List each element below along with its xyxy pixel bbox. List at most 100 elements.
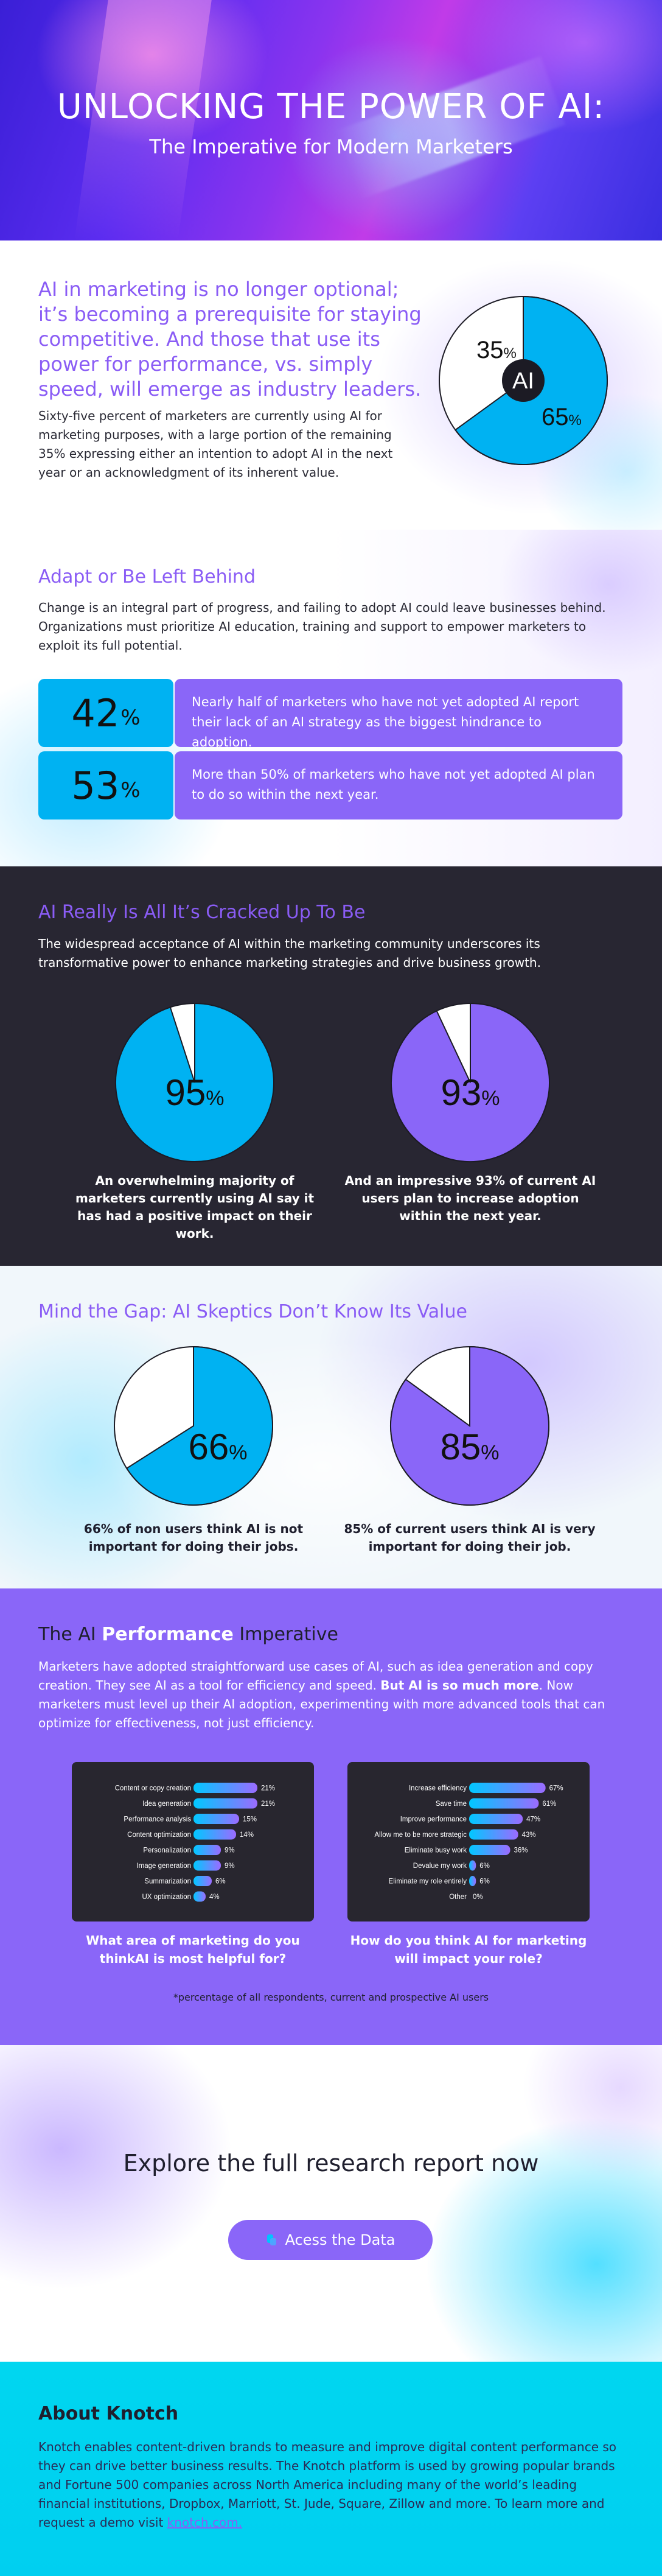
bar bbox=[469, 1783, 546, 1793]
body-part: Marketers have adopted straightforward u… bbox=[38, 1659, 593, 1693]
explore-section: Explore the full research report now Ace… bbox=[0, 2045, 662, 2362]
adapt-body: Change is an integral part of progress, … bbox=[38, 600, 606, 653]
bar-value-label: 61% bbox=[542, 1800, 556, 1808]
pie-value-label: 93% bbox=[441, 1072, 500, 1113]
bar-category-label: Improve performance bbox=[400, 1816, 467, 1823]
bar-value-label: 6% bbox=[479, 1878, 490, 1886]
bar-value-label: 21% bbox=[261, 1785, 275, 1792]
skeptics-heading: Mind the Gap: AI Skeptics Don’t Know Its… bbox=[38, 1301, 467, 1322]
bar bbox=[193, 1845, 221, 1855]
adapt-section: Adapt or Be Left Behind Change is an int… bbox=[0, 530, 662, 866]
bar-chart-svg: Content or copy creation 21% Idea generati… bbox=[115, 1783, 275, 1902]
intro-body: Sixty-five percent of marketers are curr… bbox=[38, 409, 393, 480]
stat-card: 53% More than 50% of marketers who have … bbox=[38, 751, 622, 819]
bar-category-label: Personalization bbox=[143, 1847, 191, 1855]
bar-category-label: Other bbox=[449, 1893, 467, 1901]
bar-category-label: Content or copy creation bbox=[115, 1785, 191, 1792]
pie-caption: An overwhelming majority of marketers cu… bbox=[75, 1173, 315, 1241]
bar bbox=[469, 1798, 539, 1809]
pie-slice-value bbox=[391, 1002, 550, 1162]
bar-category-label: Save time bbox=[436, 1800, 467, 1808]
access-data-button[interactable]: Acess the Data bbox=[228, 2220, 433, 2260]
pie-value-label: 66% bbox=[189, 1427, 248, 1467]
bar-value-label: 14% bbox=[240, 1831, 254, 1839]
bar-category-label: UX optimization bbox=[142, 1893, 191, 1901]
pie-slice-value bbox=[125, 1346, 273, 1506]
pie-slice-label: 35% bbox=[476, 337, 517, 363]
stat-unit: % bbox=[120, 778, 141, 802]
bar-category-label: Image generation bbox=[136, 1862, 191, 1870]
about-body: Knotch enables content-driven brands to … bbox=[38, 2438, 622, 2532]
current-users-pie-chart: 85% bbox=[390, 1346, 549, 1506]
bar-value-label: 4% bbox=[209, 1893, 220, 1901]
hero-glow bbox=[37, 0, 268, 146]
bar-category-label: Allow me to be more strategic bbox=[375, 1831, 467, 1839]
hero-banner: UNLOCKING THE POWER OF AI: The Imperativ… bbox=[0, 0, 662, 240]
bar-value-label: 36% bbox=[514, 1847, 528, 1855]
bar bbox=[469, 1876, 476, 1886]
role-impact-bar-chart: Increase efficiency 67% Save time 61% Improv… bbox=[347, 1762, 590, 1921]
bar-category-label: Performance analysis bbox=[124, 1816, 191, 1823]
bar-chart-svg: Increase efficiency 67% Save time 61% Improv… bbox=[375, 1783, 563, 1901]
stat-value: 53 bbox=[71, 763, 120, 808]
bar-category-label: Content optimization bbox=[127, 1831, 191, 1839]
pie-slice-label: 65% bbox=[542, 404, 582, 430]
bar bbox=[193, 1829, 236, 1840]
background-haze bbox=[523, 2045, 662, 2179]
about-section: About Knotch Knotch enables content-driv… bbox=[0, 2362, 662, 2576]
body-part: . Now marketers must level up their AI a… bbox=[38, 1678, 605, 1730]
heading-highlight: Performance bbox=[102, 1624, 234, 1645]
heading-part: The AI bbox=[38, 1624, 102, 1645]
footnote: *percentage of all respondents, current … bbox=[173, 1992, 489, 2003]
bar-chart-title: What area of marketing do you thinkAI is… bbox=[86, 1933, 300, 1966]
adapt-heading: Adapt or Be Left Behind bbox=[38, 566, 256, 588]
bar bbox=[193, 1814, 239, 1824]
impact-section: AI Really Is All It’s Cracked Up To Be T… bbox=[0, 866, 662, 1266]
bar bbox=[469, 1829, 518, 1840]
bar-value-label: 6% bbox=[215, 1878, 226, 1886]
bar-value-label: 15% bbox=[243, 1816, 257, 1823]
performance-heading: The AI Performance Imperative bbox=[38, 1624, 338, 1645]
background-haze bbox=[499, 530, 662, 676]
bar-value-label: 9% bbox=[225, 1847, 235, 1855]
about-title: About Knotch bbox=[38, 2403, 179, 2424]
bar bbox=[193, 1876, 212, 1886]
bar-value-label: 43% bbox=[522, 1831, 536, 1839]
bar bbox=[193, 1798, 257, 1809]
stat-description: Nearly half of marketers who have not ye… bbox=[175, 679, 622, 749]
bar bbox=[193, 1860, 221, 1871]
pie-center-badge bbox=[502, 359, 545, 402]
bar-category-label: Summarization bbox=[144, 1878, 191, 1886]
hero-subtitle: The Imperative for Modern Marketers bbox=[149, 135, 513, 158]
impact-body: The widespread acceptance of AI within t… bbox=[38, 936, 541, 970]
pie-value-label: 85% bbox=[441, 1427, 500, 1467]
bar bbox=[469, 1814, 523, 1824]
performance-body: Marketers have adopted straightforward u… bbox=[38, 1657, 622, 1733]
performance-section: The AI Performance Imperative Marketers … bbox=[0, 1588, 662, 2045]
bar-category-label: Eliminate busy work bbox=[405, 1847, 467, 1855]
pie-value-label: 95% bbox=[166, 1072, 225, 1113]
bar-value-label: 21% bbox=[261, 1800, 275, 1808]
intro-section: AI in marketing is no longer optional; i… bbox=[0, 240, 662, 530]
heading-part: Imperative bbox=[233, 1624, 338, 1645]
pie-center-label: AI bbox=[512, 368, 534, 394]
positive-impact-pie-chart: 95% bbox=[115, 1002, 274, 1162]
pie-slice-value bbox=[115, 1002, 274, 1162]
knotch-link[interactable]: knotch.com. bbox=[167, 2515, 243, 2530]
impact-heading: AI Really Is All It’s Cracked Up To Be bbox=[38, 902, 366, 923]
explore-title: Explore the full research report now bbox=[123, 2150, 539, 2177]
stat-value: 42 bbox=[71, 690, 120, 735]
bar-chart-title: How do you think AI for marketing will i… bbox=[350, 1933, 587, 1966]
bar bbox=[193, 1891, 206, 1902]
bar-value-label: 9% bbox=[225, 1862, 235, 1870]
about-text: Knotch enables content-driven brands to … bbox=[38, 2440, 617, 2530]
bar-category-label: Increase efficiency bbox=[409, 1785, 467, 1792]
hero-title: UNLOCKING THE POWER OF AI: bbox=[57, 87, 605, 127]
background-haze bbox=[0, 2045, 231, 2289]
bar-category-label: Eliminate my role entirely bbox=[389, 1878, 467, 1886]
bar bbox=[193, 1783, 257, 1793]
bar-value-label: 67% bbox=[549, 1785, 563, 1792]
bar-value-label: 0% bbox=[473, 1893, 483, 1901]
helpful-areas-bar-chart: Content or copy creation 21% Idea generati… bbox=[72, 1762, 314, 1921]
body-emphasis: But AI is so much more bbox=[380, 1678, 539, 1693]
